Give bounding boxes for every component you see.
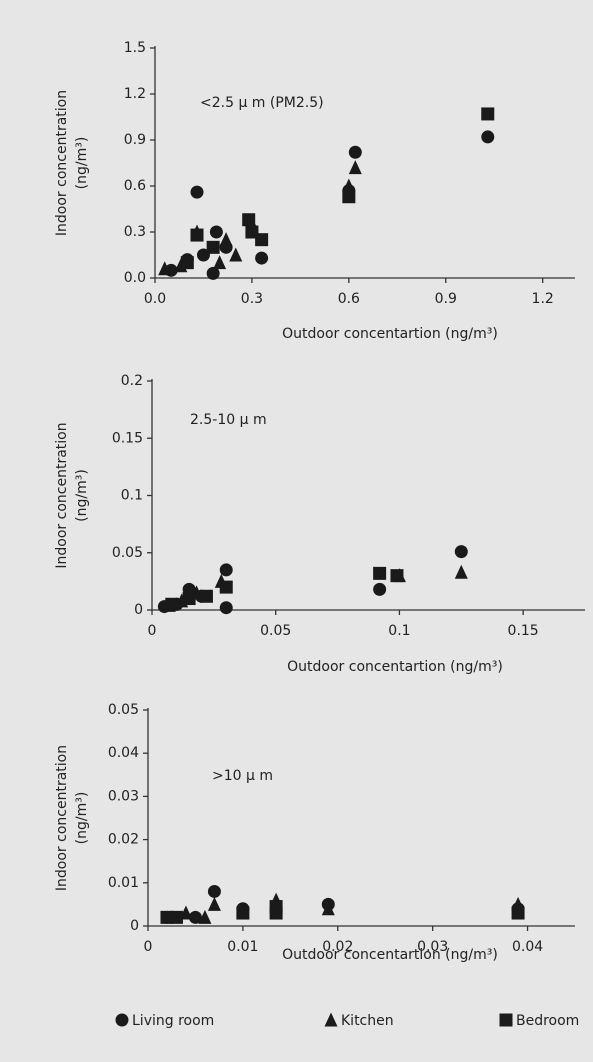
x-tick-label: 0.01 [227,939,258,955]
point [454,564,468,579]
point [454,545,468,559]
legend-label: Bedroom [516,1013,579,1029]
point [390,569,404,583]
point [182,592,196,606]
point [342,190,356,204]
point [236,906,250,920]
point [242,213,256,227]
point [219,601,233,615]
point [219,232,233,247]
y-axis-label: (ng/m³) [74,137,90,190]
x-tick-label: 1.2 [532,291,554,307]
y-tick-label: 0 [134,602,143,618]
y-axis-label: (ng/m³) [74,792,90,845]
y-tick-label: 0.01 [108,875,139,891]
point [165,597,179,611]
y-tick-label: 0 [130,918,139,934]
x-tick-label: 0 [148,623,157,639]
x-tick-label: 0.04 [512,939,543,955]
point [219,580,233,594]
x-axis-label: Outdoor concentartion (ng/m³) [282,947,498,963]
point [245,225,259,239]
y-tick-label: 0.1 [121,488,143,504]
point [348,145,362,159]
legend-marker [115,1013,129,1027]
point [373,566,387,580]
annotation: <2.5 μ m (PM2.5) [200,95,324,111]
point [481,107,495,121]
y-tick-label: 0.6 [124,178,146,194]
x-tick-label: 0.1 [388,623,410,639]
x-tick-label: 0.02 [322,939,353,955]
point [206,266,220,280]
y-tick-label: 0.3 [124,224,146,240]
point [188,910,202,924]
y-tick-label: 0.05 [112,545,143,561]
x-tick-label: 0.0 [144,291,166,307]
point [207,884,221,898]
x-tick-label: 0.15 [508,623,539,639]
point [213,255,227,270]
y-tick-label: 0.9 [124,132,146,148]
point [199,589,213,603]
annotation: >10 μ m [212,768,273,784]
point [169,910,183,924]
y-tick-label: 0.04 [108,745,139,761]
point [158,261,172,276]
y-axis-label: Indoor concentration [54,422,70,568]
y-axis-label: Indoor concentration [54,745,70,891]
legend-label: Living room [132,1013,214,1029]
point [198,909,212,924]
y-tick-label: 0.0 [124,270,146,286]
legend-label: Kitchen [341,1013,394,1029]
x-tick-label: 0 [144,939,153,955]
point [481,130,495,144]
x-tick-label: 0.9 [435,291,457,307]
y-tick-label: 0.02 [108,832,139,848]
point [269,900,283,914]
point [206,240,220,254]
point [207,896,221,911]
annotation: 2.5-10 μ m [190,412,267,428]
y-tick-label: 1.5 [124,40,146,56]
y-tick-label: 1.2 [124,86,146,102]
point [373,582,387,596]
legend-marker [324,1012,338,1027]
x-tick-label: 0.3 [241,291,263,307]
point [255,251,269,265]
point [342,178,356,193]
point [219,563,233,577]
y-axis-label: Indoor concentration [54,90,70,236]
point [348,160,362,175]
x-tick-label: 0.03 [417,939,448,955]
point [209,225,223,239]
point [190,185,204,199]
point [190,228,204,242]
y-tick-label: 0.03 [108,788,139,804]
legend-marker [499,1013,513,1027]
point [511,906,525,920]
x-tick-label: 0.6 [338,291,360,307]
point [180,256,194,270]
point [229,247,243,262]
point [321,901,335,916]
y-tick-label: 0.2 [121,373,143,389]
x-axis-label: Outdoor concentartion (ng/m³) [287,659,503,675]
y-tick-label: 0.05 [108,702,139,718]
x-axis-label: Outdoor concentartion (ng/m³) [282,326,498,342]
y-axis-label: (ng/m³) [74,469,90,522]
y-tick-label: 0.15 [112,430,143,446]
x-tick-label: 0.05 [260,623,291,639]
